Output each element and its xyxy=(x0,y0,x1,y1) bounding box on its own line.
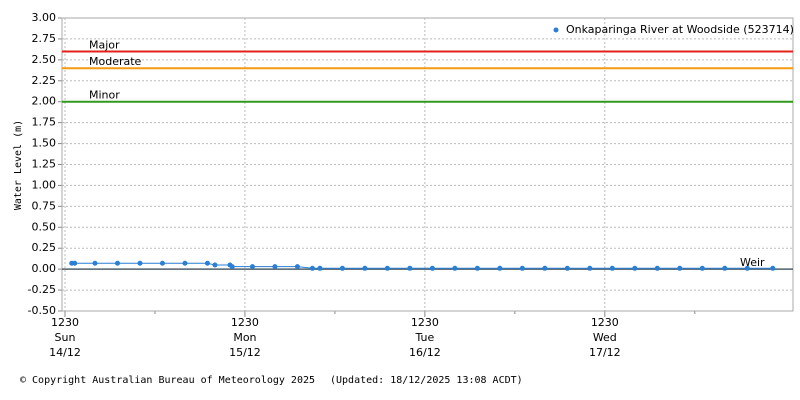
x-tick-label: 14/12 xyxy=(49,346,81,359)
legend-marker xyxy=(553,27,559,33)
x-tick-label: 15/12 xyxy=(229,346,261,359)
x-tick-label: 1230 xyxy=(51,316,79,329)
data-point xyxy=(384,265,390,271)
copyright: © Copyright Australian Bureau of Meteoro… xyxy=(20,375,315,386)
data-point xyxy=(542,265,548,271)
y-tick-label: 0.50 xyxy=(32,220,57,233)
y-tick-label: 0.75 xyxy=(32,199,57,212)
x-tick-label: Sun xyxy=(55,331,76,344)
data-point xyxy=(474,265,480,271)
y-tick-label: 2.75 xyxy=(32,32,57,45)
y-tick-label: 1.25 xyxy=(32,158,57,171)
data-point xyxy=(564,265,570,271)
x-tick-label: 1230 xyxy=(411,316,439,329)
data-point xyxy=(497,265,503,271)
x-tick-label: 16/12 xyxy=(409,346,441,359)
y-axis-label: Water Level (m) xyxy=(13,120,24,210)
x-tick-label: 1230 xyxy=(231,316,259,329)
x-tick-label: Tue xyxy=(414,331,434,344)
data-point xyxy=(770,265,776,271)
x-tick-label: 17/12 xyxy=(589,346,621,359)
y-tick-label: 1.50 xyxy=(32,137,57,150)
data-point xyxy=(519,265,525,271)
data-point xyxy=(272,264,278,270)
data-point xyxy=(744,265,750,271)
data-point xyxy=(137,260,143,266)
threshold-label: Minor xyxy=(89,89,120,102)
data-point xyxy=(722,265,728,271)
x-tick-label: 1230 xyxy=(591,316,619,329)
data-point xyxy=(429,265,435,271)
series-line xyxy=(71,262,773,269)
y-tick-label: 0.00 xyxy=(32,262,57,275)
data-point xyxy=(609,265,615,271)
y-tick-label: -0.50 xyxy=(28,304,56,317)
data-point xyxy=(632,265,638,271)
threshold-label: Moderate xyxy=(89,55,142,68)
data-point xyxy=(182,260,188,266)
x-tick-label: Mon xyxy=(233,331,256,344)
y-tick-label: 1.00 xyxy=(32,178,57,191)
data-point xyxy=(92,260,98,266)
data-point xyxy=(317,265,323,271)
data-point xyxy=(452,265,458,271)
data-point xyxy=(339,265,345,271)
data-point xyxy=(587,265,593,271)
data-point xyxy=(229,264,235,270)
updated: (Updated: 18/12/2025 13:08 ACDT) xyxy=(330,375,523,386)
data-point xyxy=(294,264,300,270)
data-point xyxy=(699,265,705,271)
y-tick-label: 2.00 xyxy=(32,95,57,108)
data-point xyxy=(249,264,255,270)
data-point xyxy=(212,262,218,268)
y-tick-label: 0.25 xyxy=(32,241,57,254)
data-point xyxy=(204,260,210,266)
y-tick-label: 3.00 xyxy=(32,11,57,24)
x-tick-label: Wed xyxy=(593,331,617,344)
data-point xyxy=(159,260,165,266)
threshold-label: Major xyxy=(89,38,120,51)
y-tick-label: 2.50 xyxy=(32,53,57,66)
data-point xyxy=(309,265,315,271)
y-tick-label: -0.25 xyxy=(28,283,56,296)
data-point xyxy=(407,265,413,271)
y-tick-label: 1.75 xyxy=(32,116,57,129)
y-tick-label: 2.25 xyxy=(32,74,57,87)
data-point xyxy=(72,260,78,266)
data-point xyxy=(654,265,660,271)
data-point xyxy=(677,265,683,271)
weir-label: Weir xyxy=(740,256,765,269)
legend-label: Onkaparinga River at Woodside (523714) xyxy=(566,23,794,36)
plot-border xyxy=(61,17,794,312)
data-point xyxy=(114,260,120,266)
data-point xyxy=(362,265,368,271)
